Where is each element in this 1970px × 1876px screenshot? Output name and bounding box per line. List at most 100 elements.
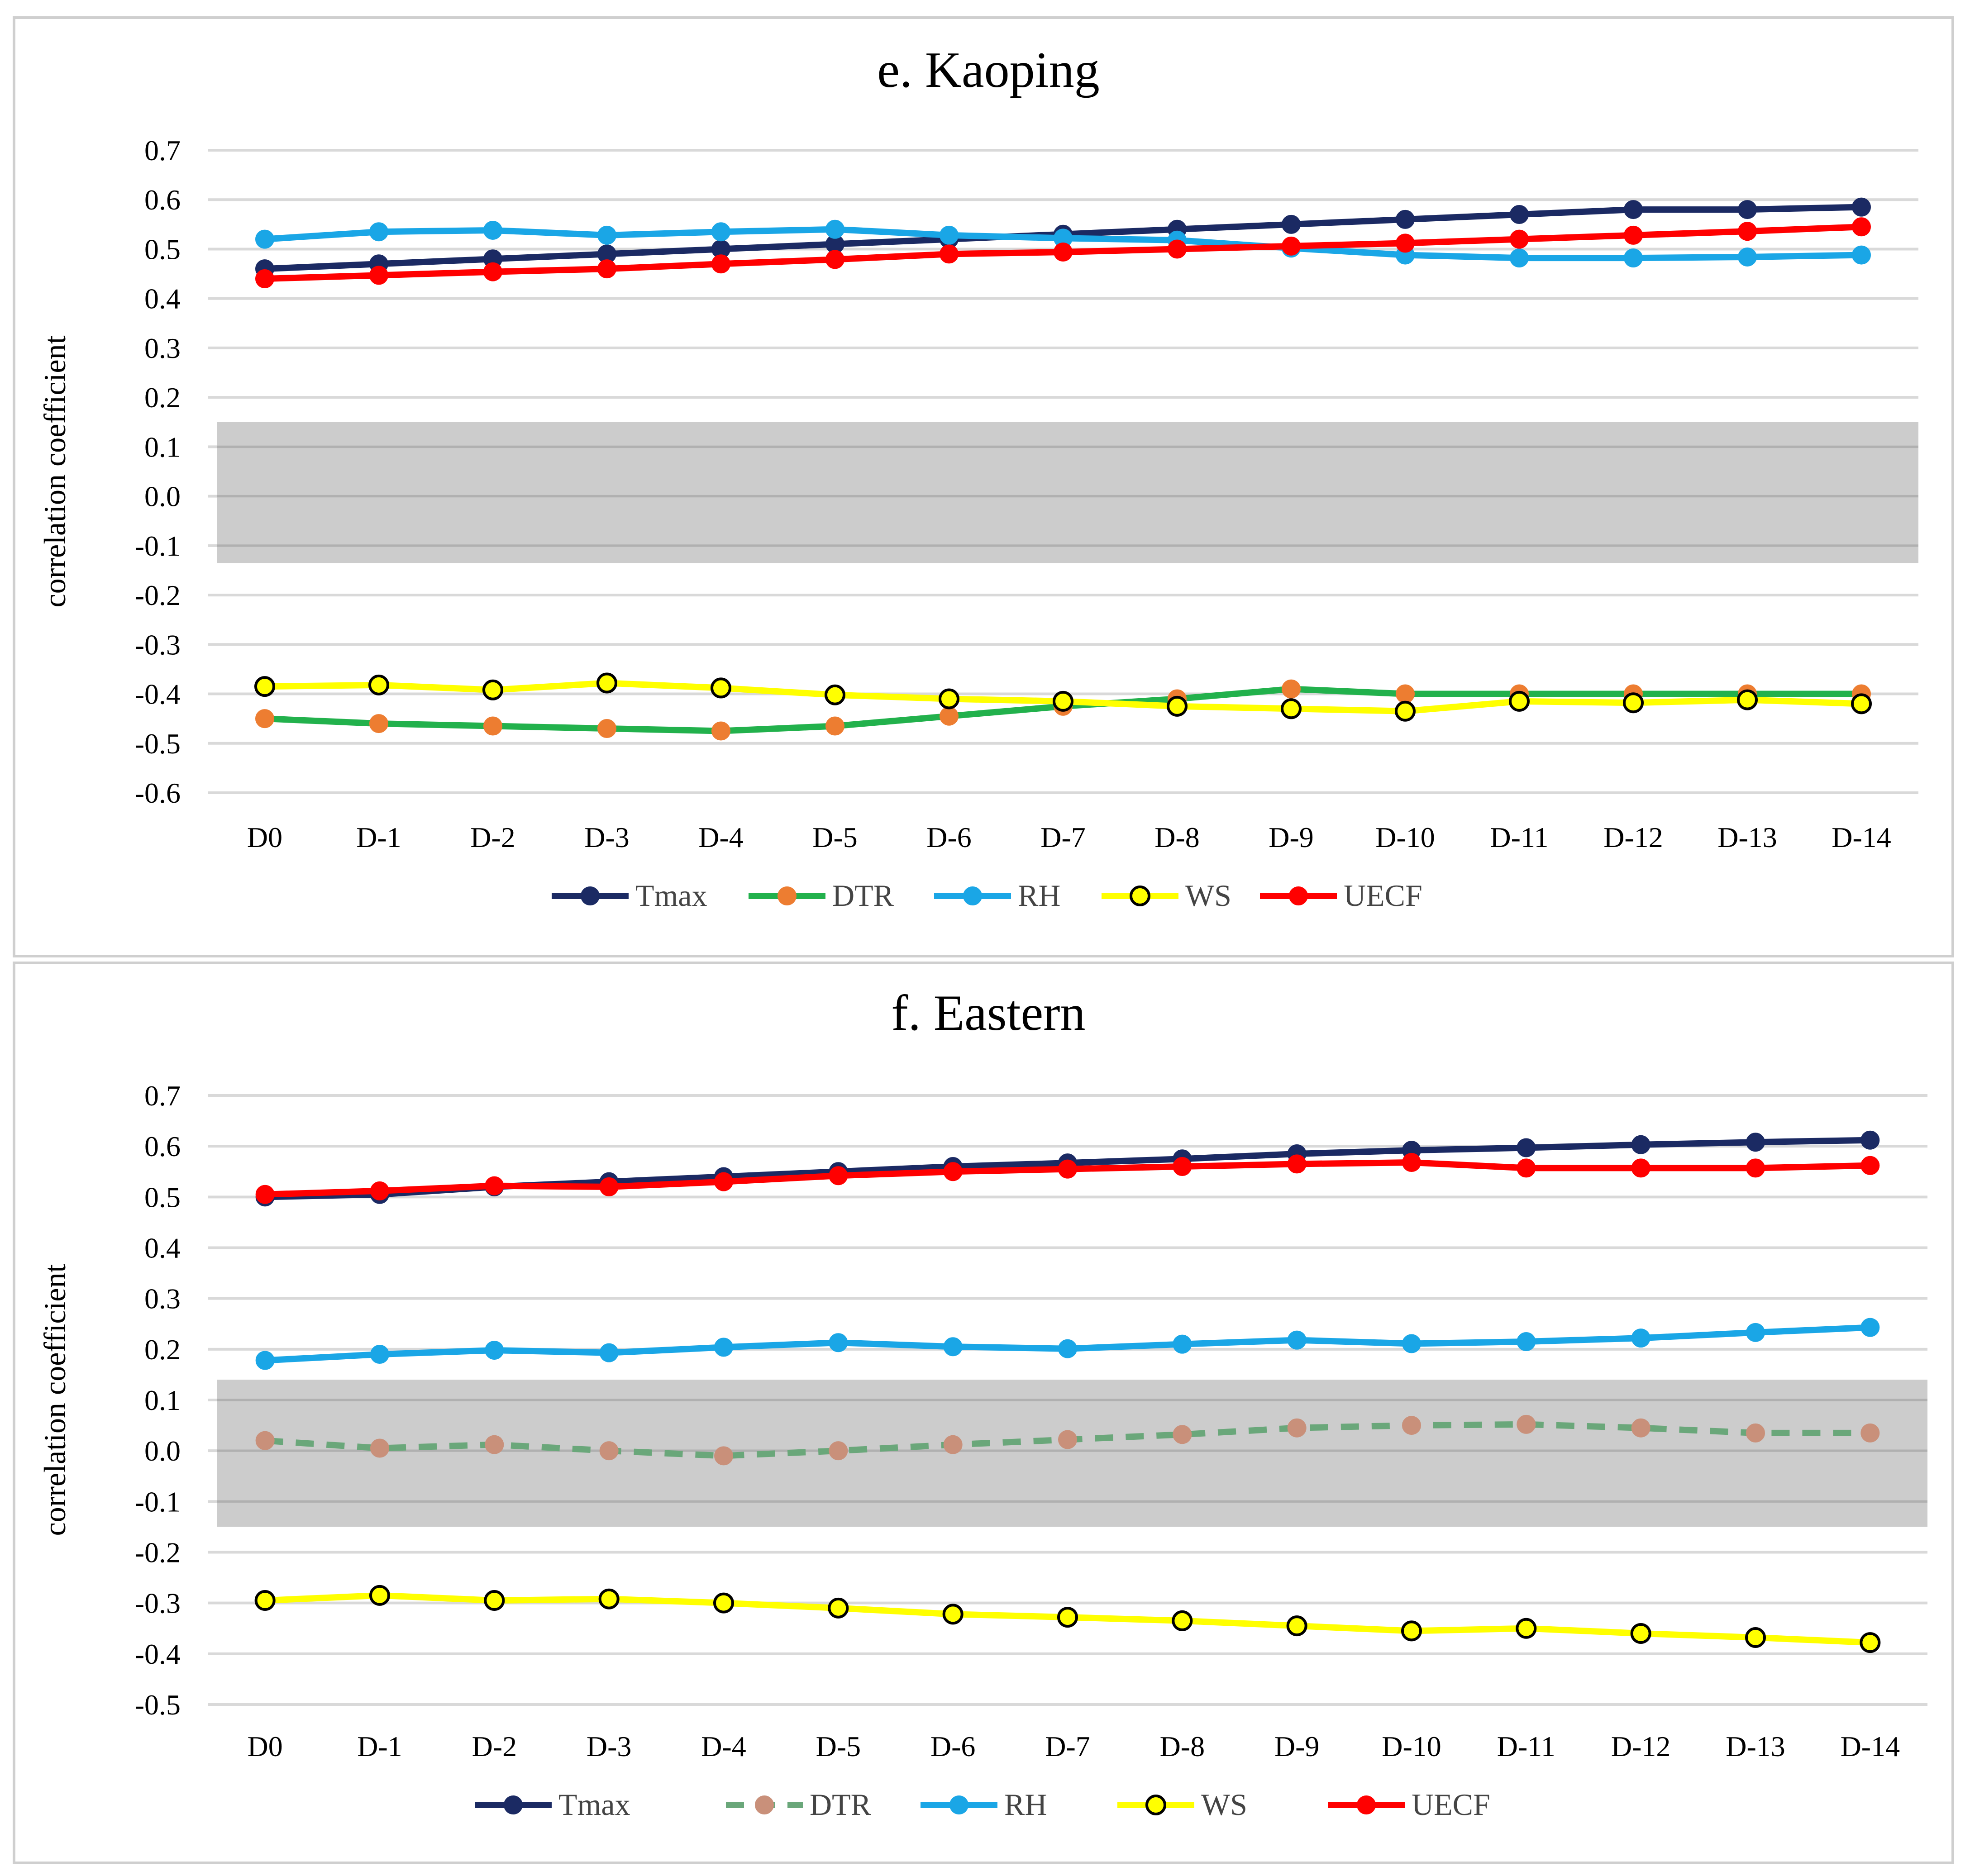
data-point (1738, 200, 1757, 219)
data-point (599, 1343, 619, 1362)
data-point (1624, 248, 1643, 268)
y-tick-label: 0.6 (144, 1130, 181, 1162)
x-tick-label: D-8 (1154, 821, 1200, 853)
legend-label: DTR (810, 1787, 872, 1822)
legend-item-dtr: DTR (726, 1787, 872, 1822)
data-point (1173, 1334, 1192, 1354)
data-point (829, 1441, 848, 1461)
data-point (255, 709, 274, 728)
data-point (1401, 1620, 1422, 1642)
y-tick-label: 0.5 (144, 1181, 181, 1213)
legend-marker (504, 1795, 523, 1814)
data-point (483, 716, 502, 736)
x-tick-label: D-1 (356, 821, 401, 853)
data-point (1287, 1154, 1307, 1174)
data-point (1282, 679, 1301, 699)
y-tick-label: -0.1 (135, 530, 181, 562)
data-point (485, 1435, 504, 1454)
legend-item-uecf: UECF (1328, 1787, 1490, 1822)
data-point (1053, 690, 1073, 712)
legend-label: DTR (832, 878, 894, 913)
series-ws (254, 1585, 1881, 1653)
y-tick-label: -0.2 (135, 1537, 181, 1569)
legend-label: Tmax (558, 1787, 630, 1822)
x-tick-label: D-14 (1841, 1730, 1900, 1762)
data-point (255, 1351, 275, 1370)
data-point (1058, 1430, 1077, 1449)
data-point (1737, 689, 1758, 710)
data-point (1624, 200, 1643, 219)
y-tick-label: 0.4 (144, 1232, 181, 1264)
x-tick-label: D-6 (926, 821, 972, 853)
y-tick-label: 0.5 (144, 233, 181, 265)
x-tick-label: D-13 (1726, 1730, 1785, 1762)
data-point (1746, 1423, 1765, 1443)
data-point (1396, 684, 1415, 704)
data-point (370, 1181, 389, 1200)
data-point (1630, 1623, 1651, 1644)
series-ws (254, 672, 1872, 722)
data-point (1172, 1610, 1193, 1631)
data-point (1287, 1418, 1307, 1438)
x-tick-label: D-9 (1274, 1730, 1320, 1762)
y-axis-label: correlation coefficient (38, 1264, 72, 1536)
y-tick-label: 0.3 (144, 332, 181, 364)
legend-marker (1289, 886, 1308, 905)
data-point (714, 1446, 733, 1466)
legend-marker (778, 886, 797, 905)
data-point (369, 1585, 390, 1606)
data-point (1852, 197, 1871, 217)
y-tick-label: 0.7 (144, 134, 181, 167)
data-point (1860, 1318, 1880, 1337)
data-point (1517, 1158, 1536, 1178)
x-tick-label: D-4 (698, 821, 744, 853)
data-point (599, 1177, 619, 1196)
data-point (1282, 236, 1301, 256)
data-point (599, 1441, 619, 1461)
data-point (1509, 690, 1530, 712)
data-point (1402, 1416, 1421, 1435)
legend-label: UECF (1344, 878, 1422, 913)
x-tick-label: D-12 (1603, 821, 1663, 853)
data-point (483, 220, 502, 240)
data-point (825, 250, 844, 269)
data-point (1746, 1133, 1765, 1152)
x-tick-label: D-10 (1375, 821, 1435, 853)
data-point (1517, 1414, 1536, 1434)
data-point (829, 1166, 848, 1186)
data-point (1631, 1135, 1650, 1154)
y-tick-label: -0.5 (135, 728, 181, 760)
data-point (1631, 1418, 1650, 1438)
data-point (713, 1592, 734, 1614)
data-point (255, 1185, 275, 1204)
data-point (1054, 243, 1073, 262)
data-point (1510, 229, 1529, 249)
data-point (1396, 210, 1415, 229)
data-point (369, 222, 388, 242)
legend-marker (1145, 1795, 1166, 1815)
data-point (1631, 1328, 1650, 1348)
y-tick-label: 0.3 (144, 1283, 181, 1315)
data-point (1624, 225, 1643, 245)
x-tick-label: D-2 (472, 1730, 517, 1762)
data-point (828, 1597, 849, 1619)
legend-item-ws: WS (1117, 1787, 1247, 1822)
legend-item-tmax: Tmax (552, 878, 707, 913)
data-point (939, 688, 959, 709)
x-tick-label: D0 (247, 821, 282, 853)
x-tick-label: D-11 (1497, 1730, 1555, 1762)
data-point (1287, 1330, 1307, 1350)
x-tick-label: D-1 (357, 1730, 402, 1762)
chart-kaoping: e. Kaoping correlation coefficient 0.7 0.… (38, 42, 1918, 913)
data-point (1510, 248, 1529, 268)
data-point (714, 1338, 733, 1357)
legend-item-dtr: DTR (749, 878, 894, 913)
series-rh (255, 1318, 1880, 1370)
data-point (1167, 695, 1188, 717)
data-point (598, 1588, 620, 1609)
chart-panel-kaoping: e. Kaoping correlation coefficient 0.7 0.… (13, 16, 1954, 957)
chart-title: f. Eastern (891, 985, 1085, 1041)
y-tick-label: 0.0 (144, 1435, 181, 1467)
y-tick-label: -0.1 (135, 1486, 181, 1518)
x-tick-label: D-7 (1040, 821, 1086, 853)
